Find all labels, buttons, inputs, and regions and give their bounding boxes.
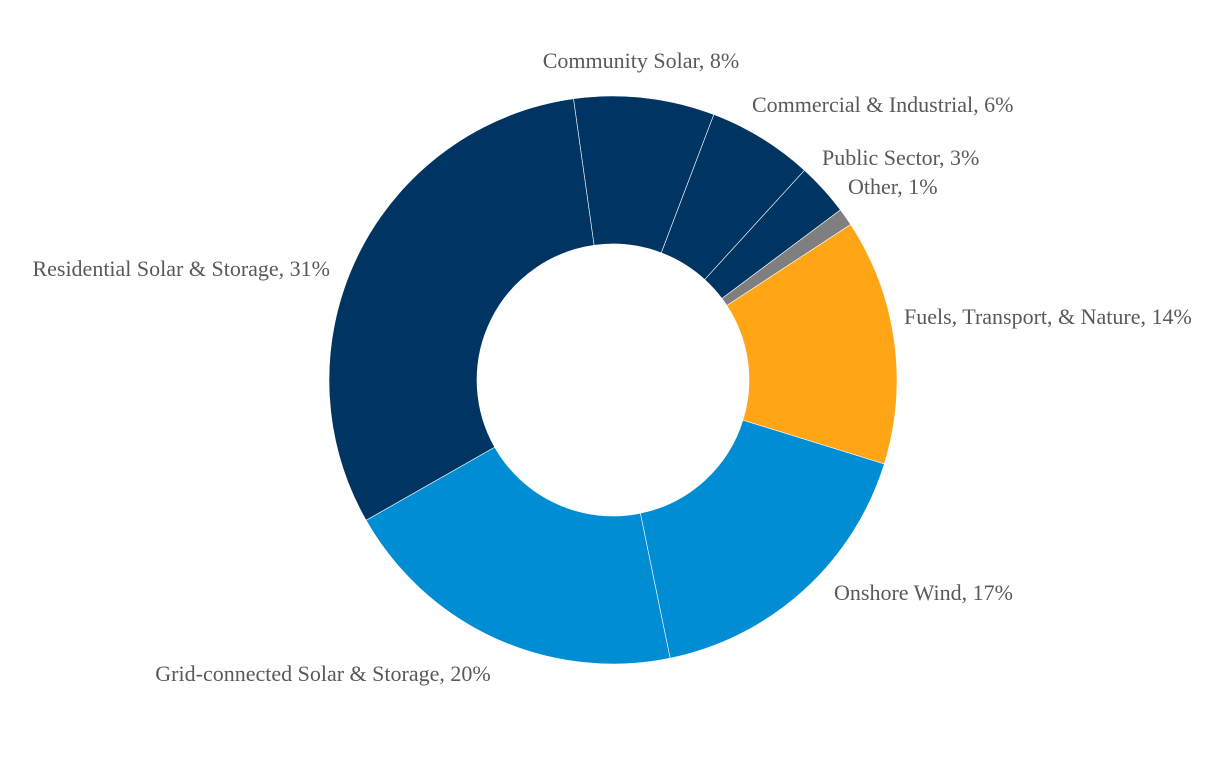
slice-residential-solar-storage	[328, 98, 595, 521]
data-label-onshore-wind: Onshore Wind, 17%	[834, 580, 1013, 605]
slice-onshore-wind	[639, 419, 885, 659]
slice-grid-connected-solar-storage	[365, 446, 671, 665]
data-label-community-solar: Community Solar, 8%	[543, 48, 740, 73]
data-label-fuels-transport-nature: Fuels, Transport, & Nature, 14%	[904, 304, 1192, 329]
data-label-grid-connected-solar-storage: Grid-connected Solar & Storage, 20%	[155, 661, 490, 686]
data-label-other: Other, 1%	[848, 174, 938, 199]
slice-fuels-transport-nature	[726, 224, 898, 465]
chart-slices	[328, 95, 898, 665]
data-label-public-sector: Public Sector, 3%	[822, 145, 979, 170]
chart-data-labels: Community Solar, 8% Commercial & Industr…	[32, 48, 1191, 686]
data-label-residential-solar-storage: Residential Solar & Storage, 31%	[32, 256, 330, 281]
data-label-commercial-industrial: Commercial & Industrial, 6%	[752, 92, 1014, 117]
